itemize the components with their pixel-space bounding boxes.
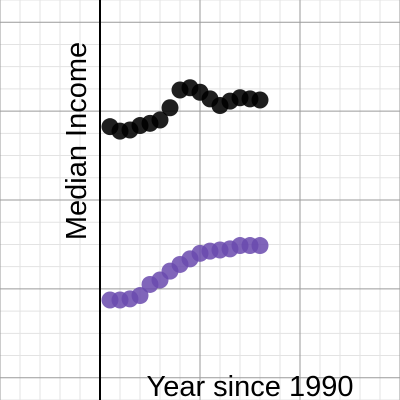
y-axis-title: Median Income	[61, 42, 93, 240]
series-2	[101, 237, 269, 309]
data-point[interactable]	[131, 287, 149, 305]
data-series	[101, 79, 269, 309]
data-point[interactable]	[161, 99, 179, 117]
data-point[interactable]	[251, 237, 269, 255]
x-axis-title: Year since 1990	[147, 371, 354, 400]
series-1	[101, 79, 269, 140]
data-point[interactable]	[251, 91, 269, 109]
data-point[interactable]	[151, 111, 169, 129]
